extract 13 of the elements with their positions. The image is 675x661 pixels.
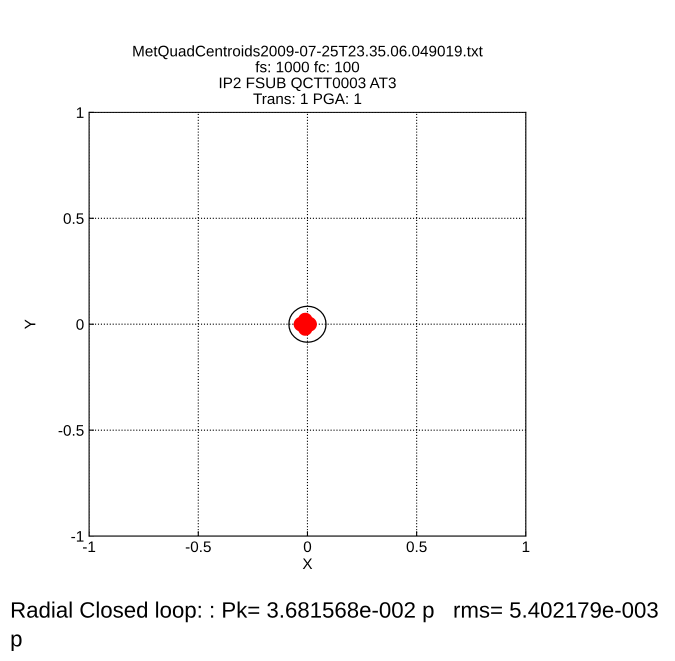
x-tick-label: 1: [522, 541, 530, 552]
y-tick-label: 0: [76, 319, 84, 330]
chart-title: MetQuadCentroids2009-07-25T23.35.06.049019.txt fs: 1000 fc: 100 IP2 FSUB QCTT0003 AT3 Trans: 1 PGA: 1: [133, 45, 483, 104]
x-tick-label: 0.5: [406, 541, 427, 552]
y-axis-title: Y: [24, 319, 36, 329]
y-tick-label: -0.5: [58, 425, 84, 436]
y-tick-label: -1: [71, 531, 84, 542]
text: Radial Closed loop: : Pk= 3.681568e-002 p rms= 5.402179e-003 p: [12, 602, 658, 651]
y-tick-label: 1: [76, 107, 84, 118]
y-tick-label: 0.5: [64, 213, 84, 224]
x-tick-label: 0: [304, 541, 312, 552]
x-axis-title: X: [302, 558, 312, 570]
x-tick-label: -0.5: [186, 541, 211, 552]
